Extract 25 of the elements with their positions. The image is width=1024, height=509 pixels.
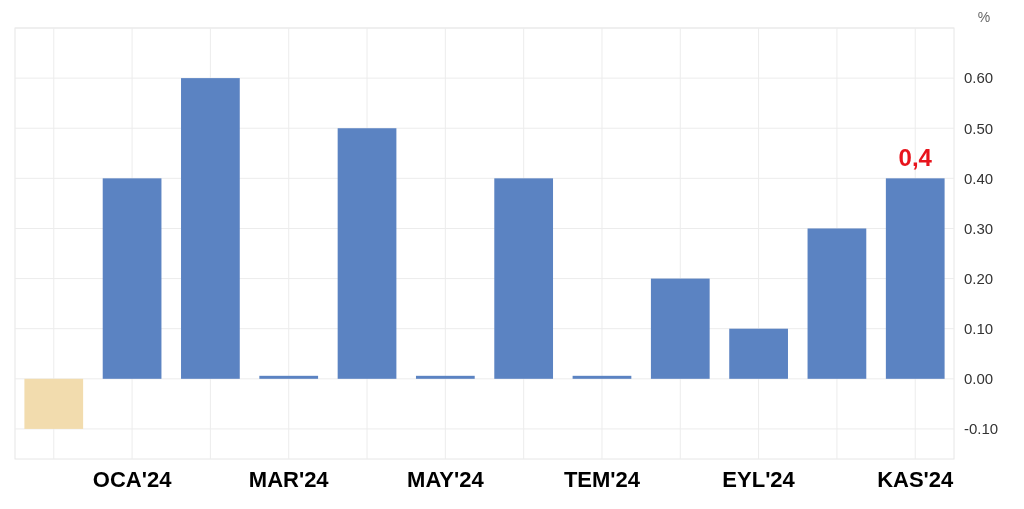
y-tick-label: 0.10 — [964, 320, 994, 337]
x-tick-label: MAR'24 — [248, 466, 330, 492]
x-tick-label: TEM'24 — [563, 466, 641, 492]
y-axis-title: % — [977, 9, 991, 25]
bar — [885, 178, 945, 379]
y-tick-label: 0.40 — [964, 169, 994, 187]
bar — [650, 278, 710, 379]
x-tick-label: EYL'24 — [722, 466, 796, 492]
bar — [494, 178, 554, 379]
x-tick-label: KAS'24 — [877, 466, 955, 492]
x-tick-label: MAY'24 — [407, 466, 485, 492]
bar — [24, 378, 84, 429]
bar — [102, 178, 162, 379]
y-tick-label: -0.10 — [964, 420, 999, 438]
y-tick-label: 0.30 — [964, 219, 994, 237]
x-tick-label: OCA'24 — [92, 466, 173, 492]
bar — [181, 78, 240, 379]
y-tick-label: 0.50 — [964, 119, 994, 137]
y-tick-label: 0.60 — [964, 69, 994, 87]
bar — [807, 228, 867, 379]
annotation: 0,4 — [898, 144, 933, 172]
bar — [337, 128, 397, 379]
y-tick-label: 0.20 — [964, 269, 994, 287]
y-tick-label: 0.00 — [964, 370, 994, 388]
bar — [729, 328, 788, 379]
